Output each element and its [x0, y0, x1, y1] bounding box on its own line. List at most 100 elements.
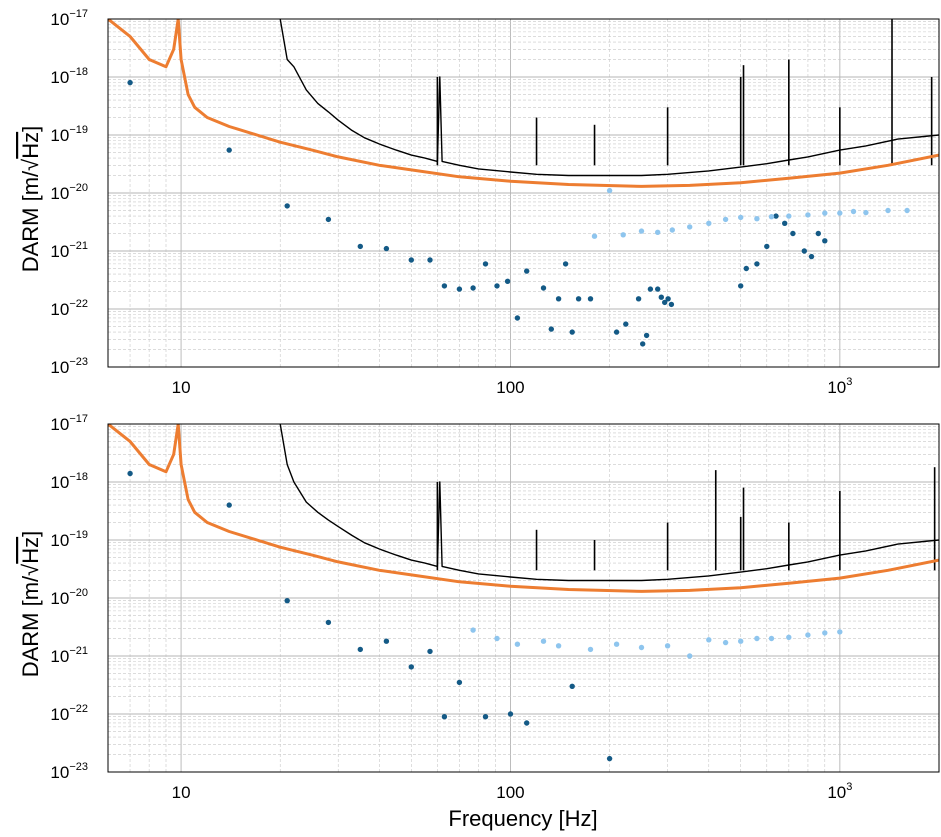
light-data-point: [613, 641, 620, 647]
dark-data-point: [408, 257, 414, 263]
light-data-point: [706, 637, 712, 643]
dark-data-point: [284, 203, 290, 209]
dark-data-point: [456, 679, 463, 686]
y-tick-label: 10−21: [50, 645, 88, 666]
light-data-point: [850, 208, 857, 215]
y-tick-label: 10−23: [50, 761, 88, 782]
light-data-point: [805, 632, 811, 638]
dark-data-point: [441, 714, 448, 720]
y-tick-label: 10−17: [50, 413, 88, 434]
dark-data-point: [383, 638, 390, 644]
light-data-point: [805, 212, 811, 218]
light-data-point: [620, 232, 626, 238]
light-data-point: [768, 214, 775, 220]
dark-data-point: [427, 648, 433, 655]
y-tick-label: 10−18: [50, 471, 88, 492]
y-tick-label: 10−19: [50, 124, 88, 145]
light-data-point: [664, 643, 671, 649]
x-tick-label: 103: [827, 781, 852, 802]
dark-data-point: [658, 294, 664, 300]
y-tick-label: 10−18: [50, 66, 88, 87]
light-data-point: [822, 630, 828, 636]
light-data-point: [638, 228, 645, 234]
y-axis-title: DARM [m/√Hz]: [18, 531, 43, 678]
light-data-point: [722, 639, 729, 646]
dark-data-point: [815, 230, 821, 237]
dark-data-point: [782, 220, 788, 226]
y-tick-label: 10−22: [50, 703, 88, 724]
dark-data-point: [635, 296, 642, 302]
light-data-point: [863, 209, 869, 216]
light-data-point: [470, 627, 476, 633]
dark-data-point: [801, 248, 807, 254]
light-data-point: [540, 638, 547, 644]
dark-data-point: [665, 296, 671, 302]
measured-noise-line: [279, 19, 939, 177]
light-data-point: [555, 643, 562, 649]
dark-data-point: [773, 213, 779, 219]
dark-data-point: [524, 268, 530, 274]
dark-data-point: [226, 502, 232, 508]
light-data-point: [768, 635, 775, 642]
light-data-point: [669, 227, 675, 233]
grid: [107, 423, 940, 773]
dark-data-point: [822, 238, 828, 244]
dark-data-point: [494, 283, 500, 289]
dark-data-point: [127, 79, 133, 86]
y-tick-label: 10−20: [50, 182, 88, 203]
plot-area: [108, 19, 939, 347]
dark-data-point: [325, 619, 332, 626]
dark-data-point: [640, 341, 646, 347]
dark-data-point: [738, 283, 744, 289]
y-tick-label: 10−22: [50, 298, 88, 319]
dark-data-point: [668, 301, 675, 308]
dark-data-point: [504, 278, 511, 284]
dark-data-point: [383, 245, 390, 252]
bottom-panel: 10−17 10−18 10−19 10−20 10−21 10−22 10−23 10 100…: [18, 413, 940, 802]
light-data-point: [885, 207, 891, 214]
dark-data-point: [427, 257, 433, 263]
light-data-point: [904, 207, 910, 214]
light-data-point: [754, 216, 760, 222]
light-data-point: [738, 214, 744, 221]
dark-data-point: [569, 329, 575, 335]
x-tick-label: 100: [496, 378, 524, 397]
y-axis-title-text: DARM [m/√Hz]: [18, 126, 43, 273]
dark-data-point: [548, 326, 554, 332]
dark-data-point: [606, 755, 613, 762]
light-data-point: [687, 653, 693, 659]
dark-data-point: [507, 711, 514, 717]
x-axis-title: Frequency [Hz]: [448, 806, 597, 831]
x-tick-label: 100: [496, 783, 524, 802]
dark-data-point: [357, 646, 363, 653]
light-data-point: [606, 187, 613, 194]
dark-data-point: [808, 253, 815, 260]
dark-data-point: [569, 683, 575, 689]
dark-data-point: [655, 286, 661, 292]
dark-data-point: [764, 243, 770, 250]
light-data-point: [837, 629, 843, 635]
dark-data-point: [562, 261, 569, 267]
light-data-point: [786, 634, 792, 640]
dark-data-point: [662, 299, 668, 306]
x-tick-label: 10: [172, 783, 191, 802]
dark-data-point: [482, 261, 489, 267]
dark-data-point: [623, 321, 629, 327]
light-data-point: [587, 646, 594, 653]
light-data-point: [494, 635, 500, 642]
dark-data-point: [482, 714, 489, 720]
light-data-point: [514, 641, 521, 647]
light-data-point: [638, 644, 645, 651]
light-data-point: [722, 216, 729, 223]
dark-data-point: [127, 470, 133, 477]
dark-data-point: [555, 296, 562, 302]
light-data-point: [687, 224, 693, 230]
dark-data-point: [226, 147, 232, 153]
light-data-point: [786, 213, 792, 219]
grid: [107, 18, 940, 368]
dark-data-point: [587, 296, 594, 302]
light-data-point: [655, 229, 661, 235]
dark-data-point: [643, 332, 650, 339]
measured-noise-line: [279, 424, 939, 582]
